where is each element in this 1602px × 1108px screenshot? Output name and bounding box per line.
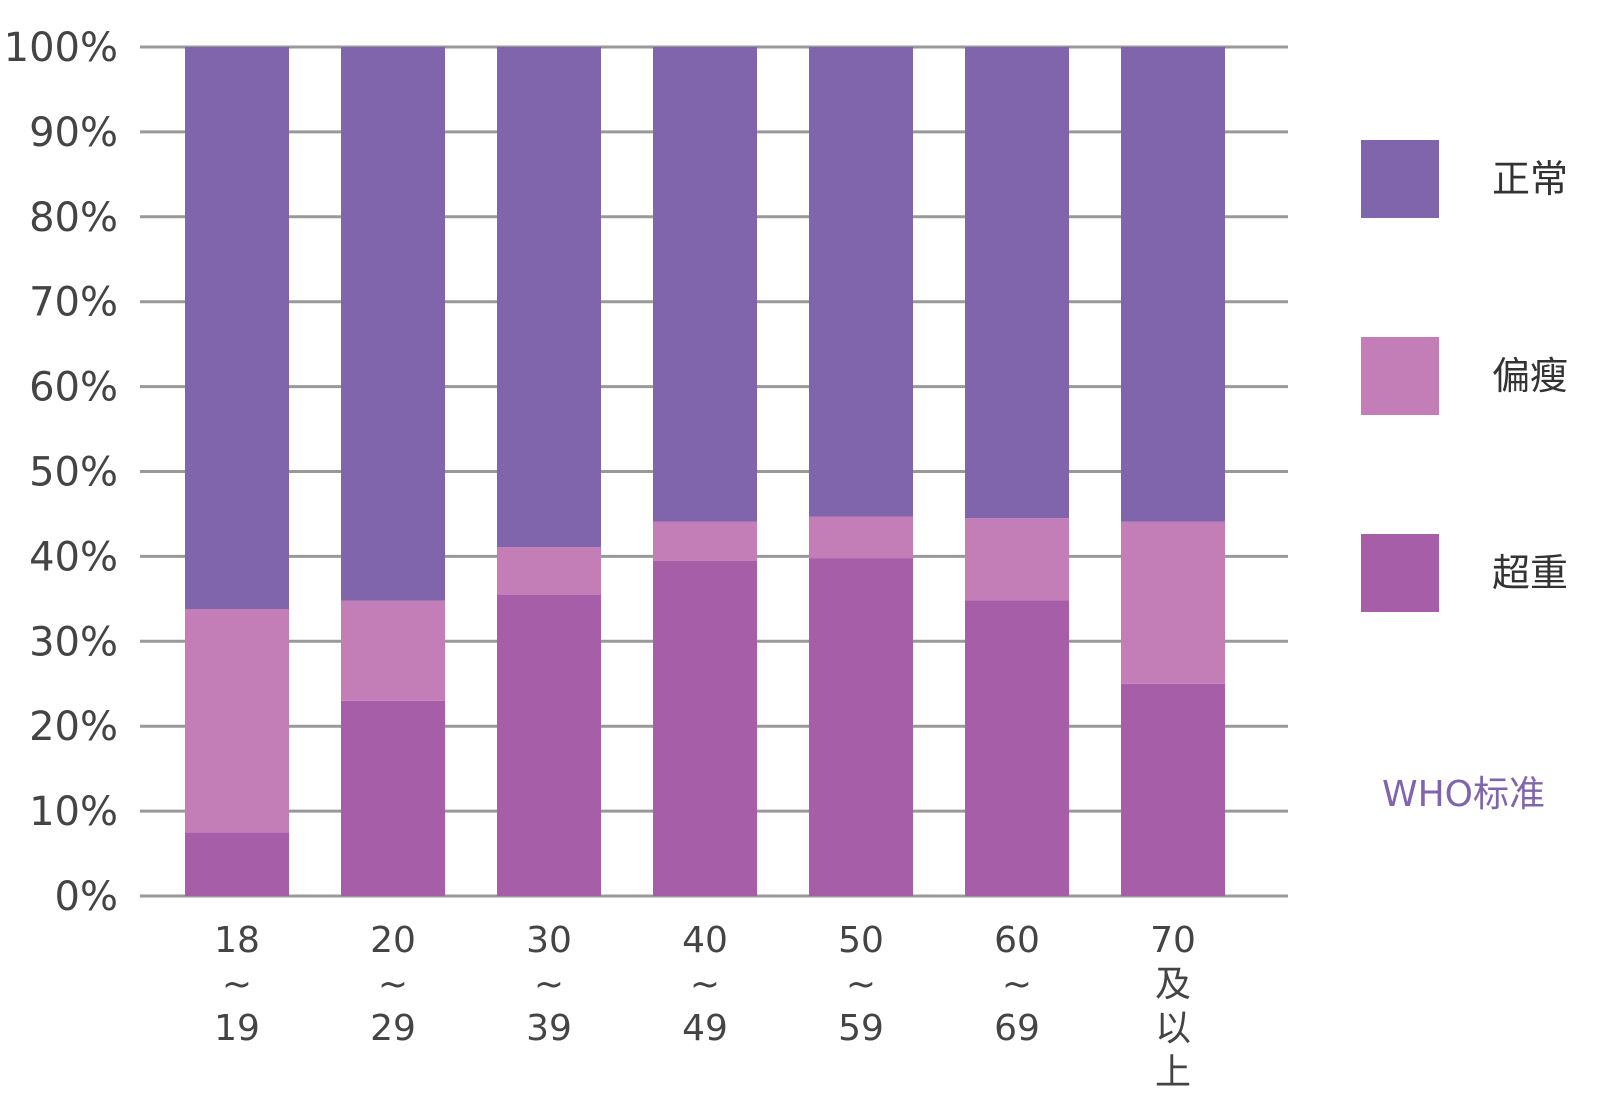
bar-segment-normal	[185, 47, 289, 610]
bar-segment-overweight	[1121, 683, 1225, 896]
bar-segment-overweight	[809, 558, 913, 896]
bar-segment-normal	[653, 47, 757, 522]
legend-label-overweight: 超重	[1492, 551, 1568, 595]
bar-segment-underweight	[341, 600, 445, 701]
legend-swatch-normal	[1361, 140, 1439, 218]
standard-note: WHO标准	[1382, 774, 1545, 815]
x-tick-label: 60	[994, 920, 1040, 961]
y-tick-label: 90%	[29, 110, 118, 156]
x-tick-label: 69	[994, 1008, 1040, 1049]
x-tick-label: ~	[690, 964, 720, 1005]
bar-segment-underweight	[653, 521, 757, 561]
bar-segment-underweight	[1121, 521, 1225, 684]
bar-segment-overweight	[653, 560, 757, 896]
x-tick-label: 及	[1155, 964, 1191, 1005]
bar-segment-normal	[341, 47, 445, 601]
legend-label-underweight: 偏瘦	[1492, 354, 1568, 398]
y-tick-label: 10%	[29, 789, 118, 835]
y-tick-label: 30%	[29, 619, 118, 665]
x-tick-label: 30	[526, 920, 572, 961]
x-tick-label: 20	[370, 920, 416, 961]
bar-segment-underweight	[185, 609, 289, 833]
x-tick-label: 59	[838, 1008, 884, 1049]
x-tick-label: 19	[214, 1008, 260, 1049]
y-tick-label: 60%	[29, 365, 118, 411]
x-tick-label: 29	[370, 1008, 416, 1049]
bar-segment-overweight	[185, 832, 289, 896]
x-tick-label: 40	[682, 920, 728, 961]
x-tick-label: 50	[838, 920, 884, 961]
bar-segment-normal	[809, 47, 913, 517]
legend-swatch-overweight	[1361, 534, 1439, 612]
bar-segment-overweight	[965, 600, 1069, 896]
x-tick-label: 上	[1155, 1052, 1191, 1093]
x-tick-label: ~	[1002, 964, 1032, 1005]
x-tick-label: 以	[1155, 1008, 1191, 1049]
bar-segment-underweight	[965, 518, 1069, 601]
legend-label-normal: 正常	[1492, 157, 1568, 201]
bars	[185, 47, 1225, 896]
bar-segment-underweight	[809, 516, 913, 559]
x-tick-label: ~	[222, 964, 252, 1005]
bar-segment-overweight	[341, 700, 445, 896]
y-tick-label: 70%	[29, 280, 118, 326]
bar-segment-overweight	[497, 594, 601, 896]
bar-segment-normal	[965, 47, 1069, 519]
y-tick-label: 40%	[29, 534, 118, 580]
bar-segment-normal	[1121, 47, 1225, 522]
x-tick-label: 18	[214, 920, 260, 961]
x-tick-label: 49	[682, 1008, 728, 1049]
bar-segment-normal	[497, 47, 601, 548]
bar-segment-underweight	[497, 547, 601, 595]
x-tick-label: 70	[1150, 920, 1196, 961]
x-tick-label: ~	[534, 964, 564, 1005]
y-tick-label: 80%	[29, 195, 118, 241]
y-tick-label: 20%	[29, 704, 118, 750]
y-tick-label: 100%	[4, 25, 118, 71]
x-tick-label: 39	[526, 1008, 572, 1049]
y-tick-label: 50%	[29, 450, 118, 496]
y-tick-label: 0%	[55, 874, 118, 920]
x-tick-label: ~	[846, 964, 876, 1005]
y-axis-ticks: 0% 10% 20% 30% 40% 50% 60% 70% 80% 90% 100%	[4, 25, 118, 920]
legend-swatch-underweight	[1361, 337, 1439, 415]
x-tick-label: ~	[378, 964, 408, 1005]
